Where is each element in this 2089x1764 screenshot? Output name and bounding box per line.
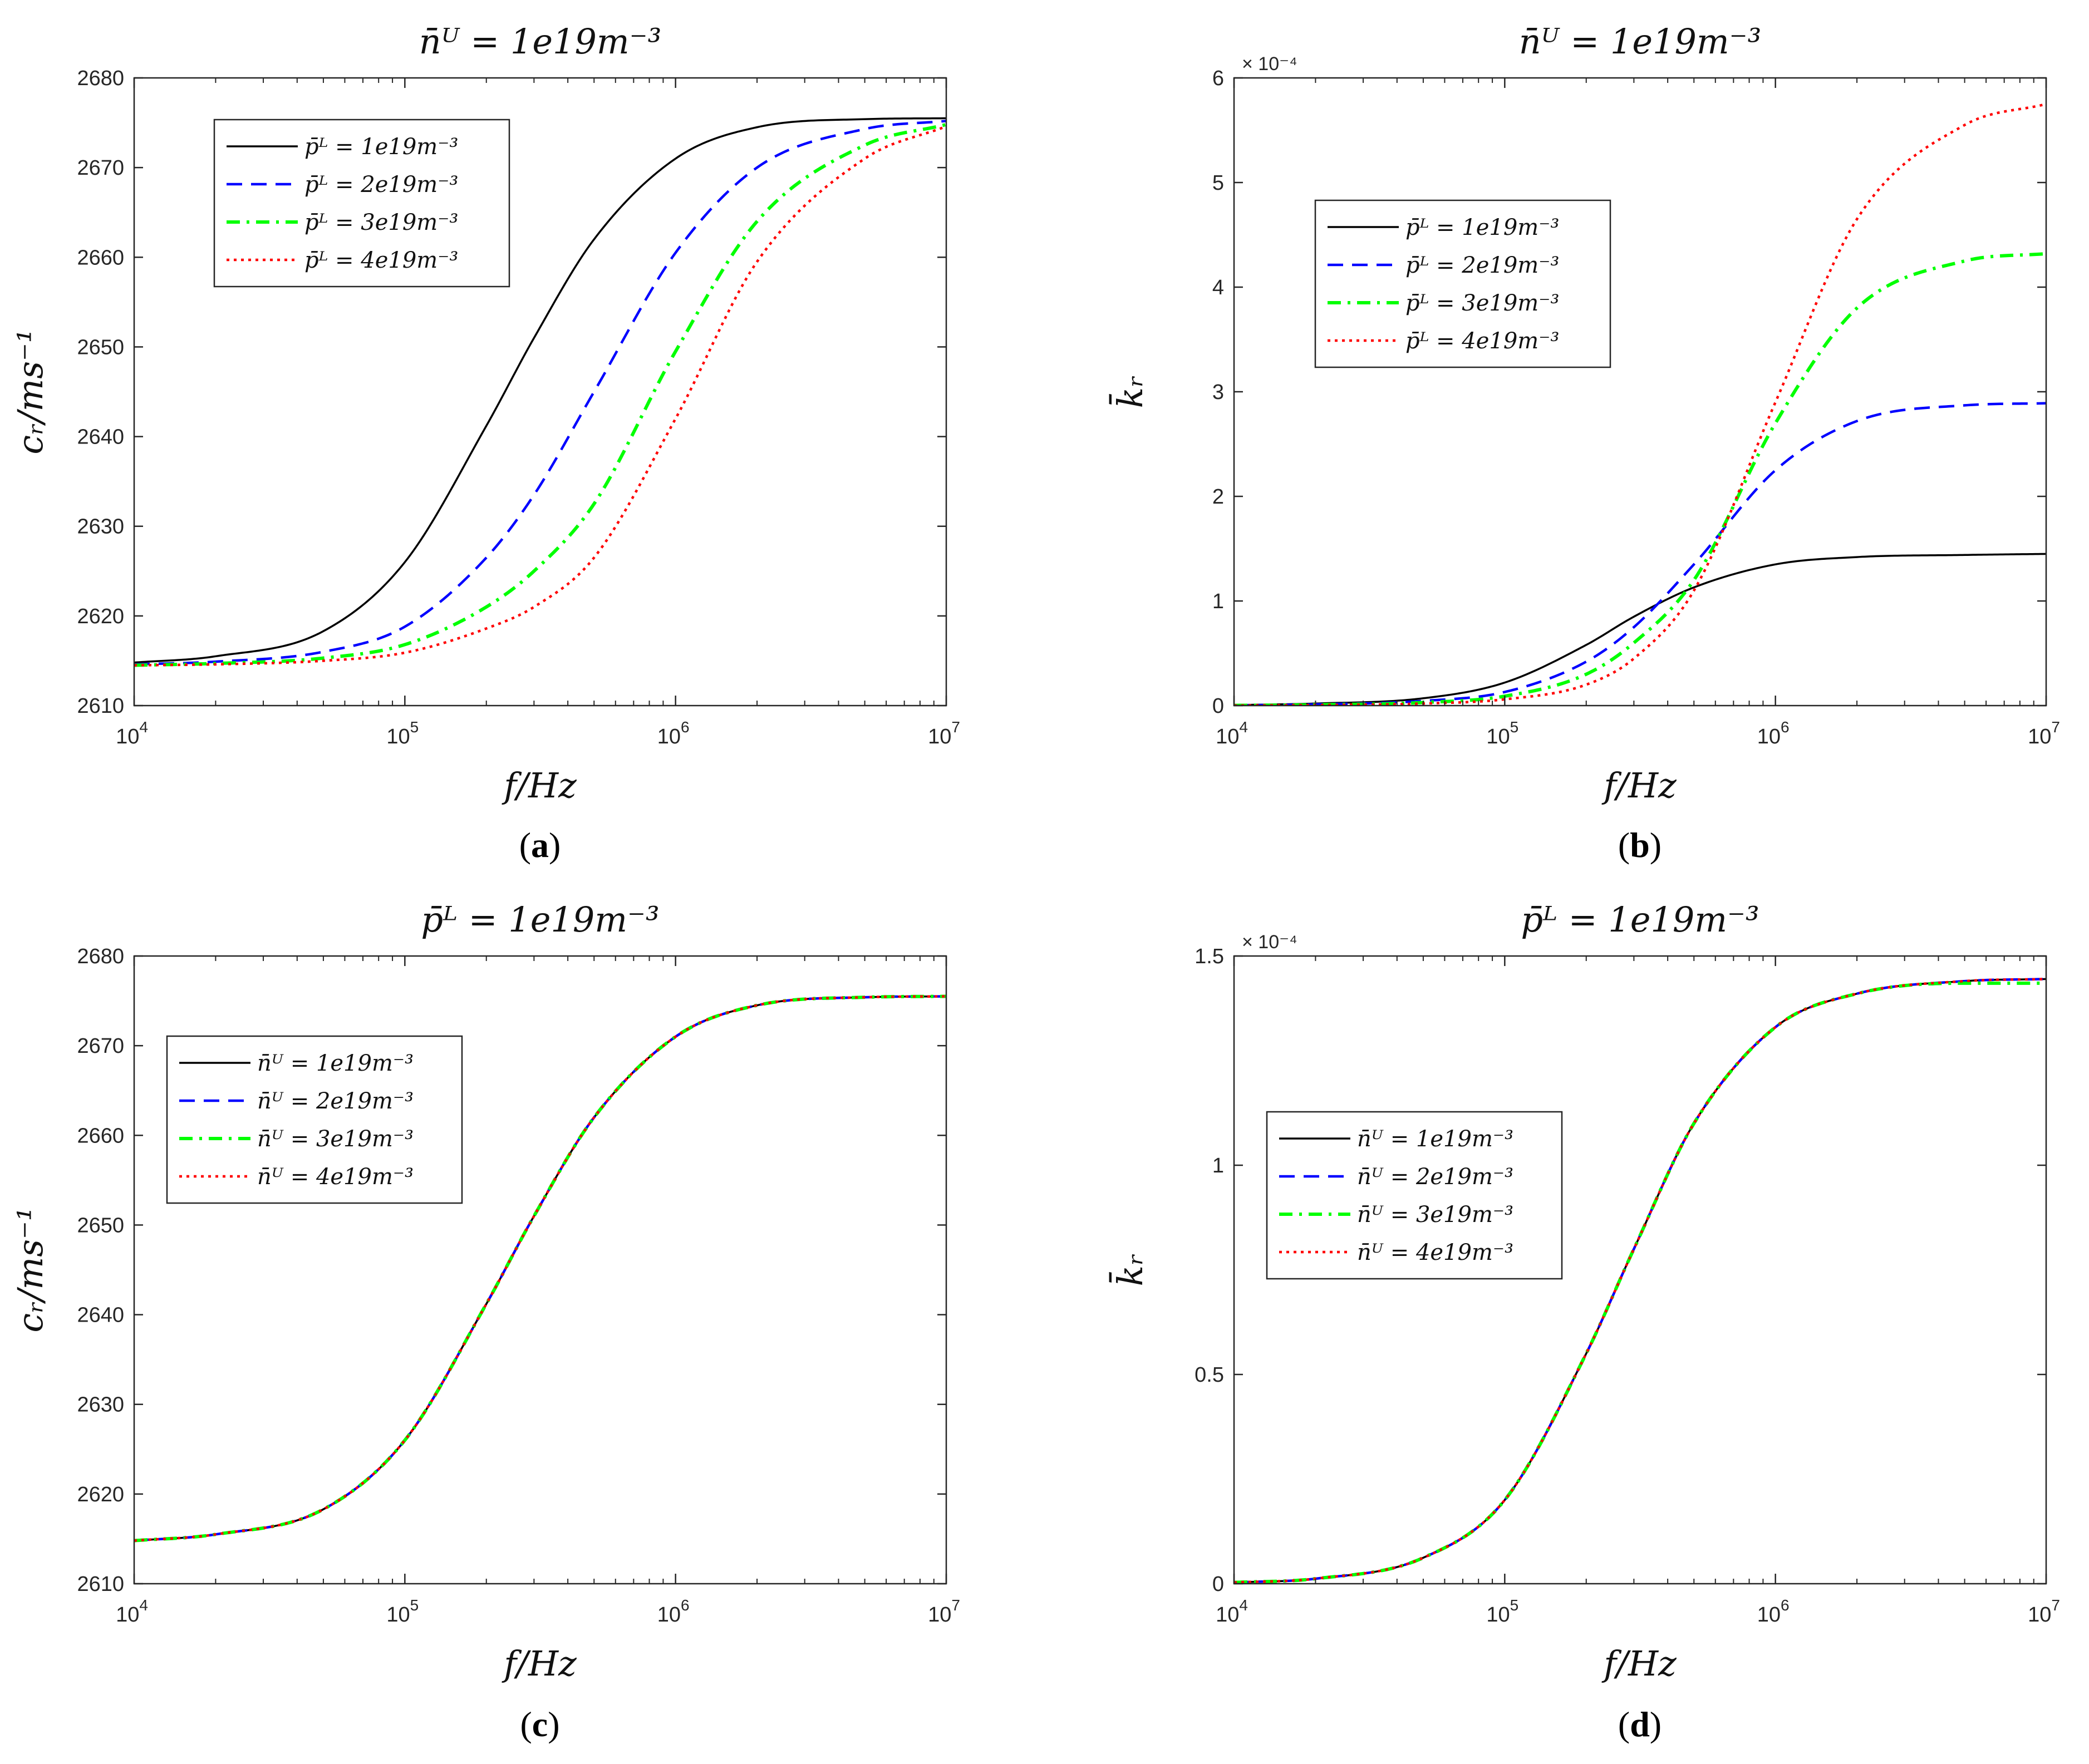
data-lines [1234,978,2046,1584]
legend-entry-label: p̄ᴸ = 1e19m⁻³ [1405,215,1559,240]
y-tick-label: 2 [1212,485,1224,509]
x-axis-label: f/Hz [502,1643,577,1684]
y-tick-label: 2670 [77,156,124,180]
y-axis-label: cᵣ/ms⁻¹ [10,1207,51,1332]
legend: n̄ᵁ = 1e19m⁻³ n̄ᵁ = 2e19m⁻³ n̄ᵁ = 3e19m⁻³ n… [166,1035,463,1204]
y-tick-label: 1 [1212,590,1224,613]
axes-box [133,955,947,1585]
y-tick-label: 5 [1212,171,1224,195]
chart-title: n̄ᵁ = 1e19m⁻³ [1519,21,1762,62]
chart-title: n̄ᵁ = 1e19m⁻³ [419,21,662,62]
y-tick-label: 2630 [77,515,124,539]
chart-panel-a: 2610 2620 2630 2640 2650 2660 2670 2680 104 105 10… [10,21,960,865]
x-tick-label: 106 [1757,1597,1790,1627]
x-tick-label: 107 [928,1597,960,1627]
chart-title: p̄ᴸ = 1e19m⁻³ [421,899,659,940]
y-exponent-label: × 10⁻⁴ [1242,932,1297,953]
legend: p̄ᴸ = 1e19m⁻³ p̄ᴸ = 2e19m⁻³ p̄ᴸ = 3e19m⁻³ p… [1314,199,1611,368]
y-axis-label: k̄ᵣ [1109,375,1151,408]
x-axis-label: f/Hz [1601,765,1677,806]
y-tick-label: 0 [1212,694,1224,718]
series-line-1 [134,117,946,664]
data-lines [1234,102,2046,706]
x-tick-label: 106 [1757,718,1790,748]
panel-caption: (d) [1618,1704,1662,1744]
legend-entry-label: p̄ᴸ = 2e19m⁻³ [1405,253,1559,278]
legend: p̄ᴸ = 1e19m⁻³ p̄ᴸ = 2e19m⁻³ p̄ᴸ = 3e19m⁻³ p… [213,119,510,288]
y-tick-label: 2650 [77,1214,124,1237]
chart-panel-b: 0 1 2 3 4 5 6 104 105 106 107 × 10⁻⁴ n̄ᵁ = 1e19m⁻³ f/… [1109,21,2060,865]
panel-caption: (b) [1618,825,1662,865]
series-line-2 [134,120,946,666]
x-tick-label: 106 [657,718,690,748]
data-lines [134,994,946,1543]
y-exponent-label: × 10⁻⁴ [1242,53,1297,75]
y-tick-label: 2640 [77,426,124,449]
x-tick-label: 104 [116,718,148,748]
x-tick-label: 104 [1216,1597,1248,1627]
panel-caption: (a) [519,825,561,865]
x-tick-label: 106 [657,1597,690,1627]
y-tick-label: 2660 [77,246,124,269]
x-tick-label: 105 [386,1597,419,1627]
legend-entry-label: n̄ᵁ = 3e19m⁻³ [1357,1202,1513,1228]
x-tick-label: 107 [2028,1597,2060,1627]
x-tick-label: 105 [1486,1597,1518,1627]
y-tick-label: 2680 [77,945,124,968]
legend-entry-label: n̄ᵁ = 4e19m⁻³ [257,1164,414,1190]
y-tick-label: 2650 [77,336,124,359]
y-tick-label: 1.5 [1195,945,1224,968]
x-tick-label: 107 [2028,718,2060,748]
legend-entry-label: n̄ᵁ = 1e19m⁻³ [257,1051,414,1076]
legend: n̄ᵁ = 1e19m⁻³ n̄ᵁ = 2e19m⁻³ n̄ᵁ = 3e19m⁻³ n… [1266,1111,1563,1280]
x-tick-label: 104 [116,1597,148,1627]
legend-entry-label: p̄ᴸ = 1e19m⁻³ [304,134,458,160]
y-tick-label: 0 [1212,1573,1224,1596]
chart-panel-c: 2610 2620 2630 2640 2650 2660 2670 2680 104 105 10… [10,899,960,1744]
y-tick-label: 2670 [77,1034,124,1058]
series-line-2 [1234,402,2046,706]
y-tick-label: 3 [1212,381,1224,404]
x-tick-label: 105 [1486,718,1518,748]
series-line-4 [1234,978,2046,1584]
y-tick-label: 2620 [77,1483,124,1506]
legend-entry-label: n̄ᵁ = 2e19m⁻³ [257,1088,414,1114]
y-tick-label: 6 [1212,67,1224,90]
legend-entry-label: p̄ᴸ = 2e19m⁻³ [304,172,458,198]
y-axis-label: cᵣ/ms⁻¹ [10,329,51,454]
y-axis-label: k̄ᵣ [1109,1253,1151,1286]
axes-box [133,77,947,707]
data-lines [134,117,946,667]
x-tick-label: 105 [386,718,419,748]
series-line-3 [1234,252,2046,706]
x-tick-label: 107 [928,718,960,748]
legend-entry-label: p̄ᴸ = 3e19m⁻³ [1405,290,1559,316]
x-axis-label: f/Hz [502,765,577,806]
y-tick-label: 1 [1212,1154,1224,1177]
legend-entry-label: n̄ᵁ = 1e19m⁻³ [1357,1126,1513,1152]
y-tick-label: 0.5 [1195,1363,1224,1387]
y-tick-label: 4 [1212,276,1224,299]
chart-title: p̄ᴸ = 1e19m⁻³ [1521,899,1759,940]
y-tick-label: 2610 [77,694,124,718]
x-tick-label: 104 [1216,718,1248,748]
y-tick-label: 2630 [77,1393,124,1417]
chart-panel-d: 0 0.5 1 1.5 104 105 106 107 × 10⁻⁴ p̄ᴸ = 1e19m⁻³ f… [1109,899,2060,1744]
legend-entry-label: n̄ᵁ = 4e19m⁻³ [1357,1240,1513,1265]
panel-caption: (c) [520,1704,559,1744]
legend-entry-label: p̄ᴸ = 4e19m⁻³ [304,248,458,273]
series-line-4 [134,995,946,1542]
legend-entry-label: p̄ᴸ = 4e19m⁻³ [1405,328,1559,354]
legend-entry-label: n̄ᵁ = 2e19m⁻³ [1357,1164,1513,1190]
axes-box [1233,955,2047,1585]
y-tick-label: 2620 [77,605,124,628]
legend-entry-label: p̄ᴸ = 3e19m⁻³ [304,210,458,235]
y-tick-label: 2640 [77,1304,124,1327]
y-tick-label: 2680 [77,67,124,90]
legend-entry-label: n̄ᵁ = 3e19m⁻³ [257,1126,414,1152]
y-tick-label: 2660 [77,1124,124,1147]
x-axis-label: f/Hz [1601,1643,1677,1684]
y-tick-label: 2610 [77,1573,124,1596]
